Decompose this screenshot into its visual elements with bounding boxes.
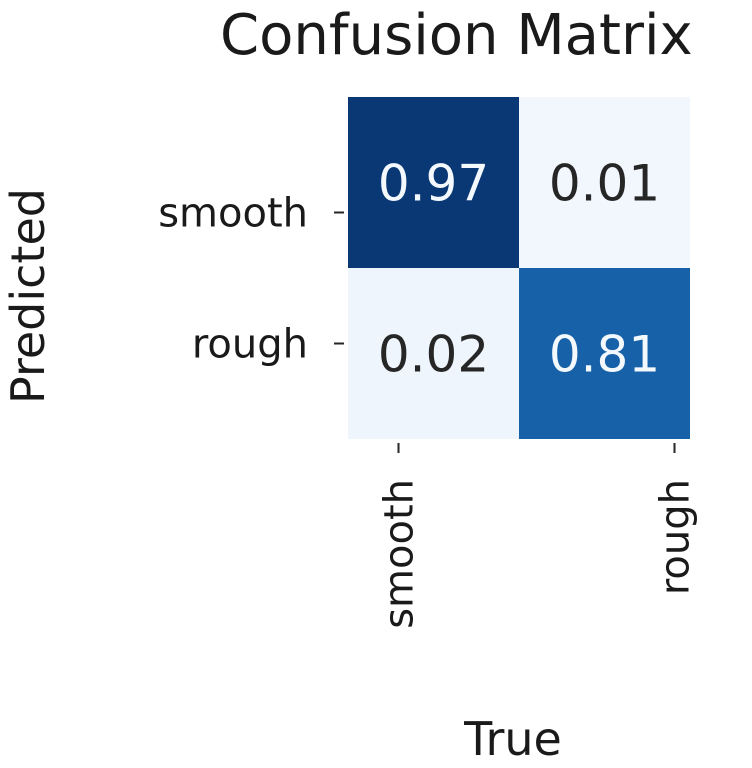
- x-axis-label: True: [464, 712, 562, 766]
- heatmap-cell: [348, 268, 519, 439]
- x-tick-label: smooth: [377, 479, 423, 629]
- cell-value-label: 0.81: [549, 326, 660, 384]
- cell-value-label: 0.01: [549, 155, 660, 213]
- heatmap-cell: [519, 97, 690, 268]
- y-tick-label: smooth: [158, 191, 308, 237]
- y-tick-label: rough: [192, 322, 308, 368]
- x-tick-label: rough: [653, 479, 699, 595]
- heatmap-cell: [348, 97, 519, 268]
- cell-value-label: 0.97: [378, 155, 489, 213]
- chart-title: Confusion Matrix: [220, 3, 693, 68]
- cell-value-label: 0.02: [378, 326, 489, 384]
- heatmap-cell: [519, 268, 690, 439]
